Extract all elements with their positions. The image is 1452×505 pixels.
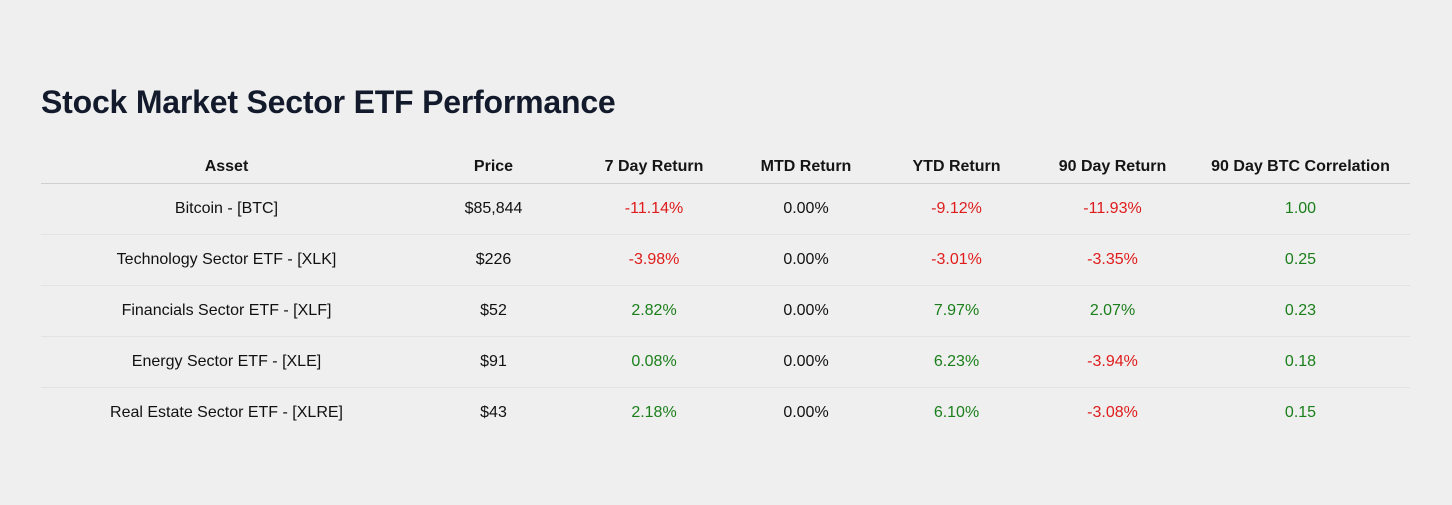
90-day-return-cell: -3.35% <box>1034 234 1191 286</box>
ytd-return-cell: -9.12% <box>879 183 1034 235</box>
header-ytd-return: YTD Return <box>879 150 1034 184</box>
table-row: Real Estate Sector ETF - [XLRE] $43 2.18… <box>41 388 1410 439</box>
ytd-return-cell: 6.23% <box>879 336 1034 388</box>
ytd-return-cell: 6.10% <box>933 404 980 421</box>
mtd-return-cell: 0.00% <box>733 336 879 388</box>
7-day-return-cell: 2.82% <box>575 285 733 337</box>
table-header-row: Asset Price 7 Day Return MTD Return YTD … <box>41 150 1410 184</box>
ytd-return-cell: 7.97% <box>879 285 1034 337</box>
90-day-return-cell: 2.07% <box>1034 285 1191 337</box>
header-7-day-return: 7 Day Return <box>575 150 733 184</box>
btc-correlation-cell: 1.00 <box>1191 183 1410 235</box>
price-cell: $226 <box>412 234 575 286</box>
performance-table: Asset Price 7 Day Return MTD Return YTD … <box>41 150 1410 438</box>
btc-correlation-cell: 0.18 <box>1191 336 1410 388</box>
asset-cell: Real Estate Sector ETF - [XLRE] <box>110 404 343 421</box>
mtd-return-cell: 0.00% <box>733 285 879 337</box>
btc-correlation-cell: 0.23 <box>1191 285 1410 337</box>
header-90-day-return: 90 Day Return <box>1034 150 1191 184</box>
mtd-return-cell: 0.00% <box>733 234 879 286</box>
asset-cell: Energy Sector ETF - [XLE] <box>41 336 412 388</box>
table-row: Technology Sector ETF - [XLK] $226 -3.98… <box>41 234 1410 286</box>
price-cell: $52 <box>412 285 575 337</box>
price-cell: $85,844 <box>412 183 575 235</box>
7-day-return-cell: 2.18% <box>631 404 677 421</box>
price-cell: $91 <box>412 336 575 388</box>
table-row: Energy Sector ETF - [XLE] $91 0.08% 0.00… <box>41 336 1410 388</box>
header-price: Price <box>412 150 575 184</box>
asset-cell: Technology Sector ETF - [XLK] <box>41 234 412 286</box>
page-title: Stock Market Sector ETF Performance <box>41 84 616 120</box>
asset-cell: Financials Sector ETF - [XLF] <box>41 285 412 337</box>
7-day-return-cell: -11.14% <box>575 183 733 235</box>
90-day-return-cell: -3.08% <box>1087 404 1138 421</box>
header-90-day-btc-correlation: 90 Day BTC Correlation <box>1191 150 1410 184</box>
table-row: Financials Sector ETF - [XLF] $52 2.82% … <box>41 285 1410 337</box>
btc-correlation-cell: 0.25 <box>1191 234 1410 286</box>
mtd-return-cell: 0.00% <box>733 183 879 235</box>
header-asset: Asset <box>41 150 412 184</box>
table-row: Bitcoin - [BTC] $85,844 -11.14% 0.00% -9… <box>41 183 1410 235</box>
price-cell: $43 <box>480 404 507 421</box>
ytd-return-cell: -3.01% <box>879 234 1034 286</box>
90-day-return-cell: -3.94% <box>1034 336 1191 388</box>
mtd-return-cell: 0.00% <box>783 404 829 421</box>
btc-correlation-cell: 0.15 <box>1284 404 1317 421</box>
asset-cell: Bitcoin - [BTC] <box>41 183 412 235</box>
90-day-return-cell: -11.93% <box>1034 183 1191 235</box>
7-day-return-cell: -3.98% <box>575 234 733 286</box>
header-mtd-return: MTD Return <box>733 150 879 184</box>
7-day-return-cell: 0.08% <box>575 336 733 388</box>
